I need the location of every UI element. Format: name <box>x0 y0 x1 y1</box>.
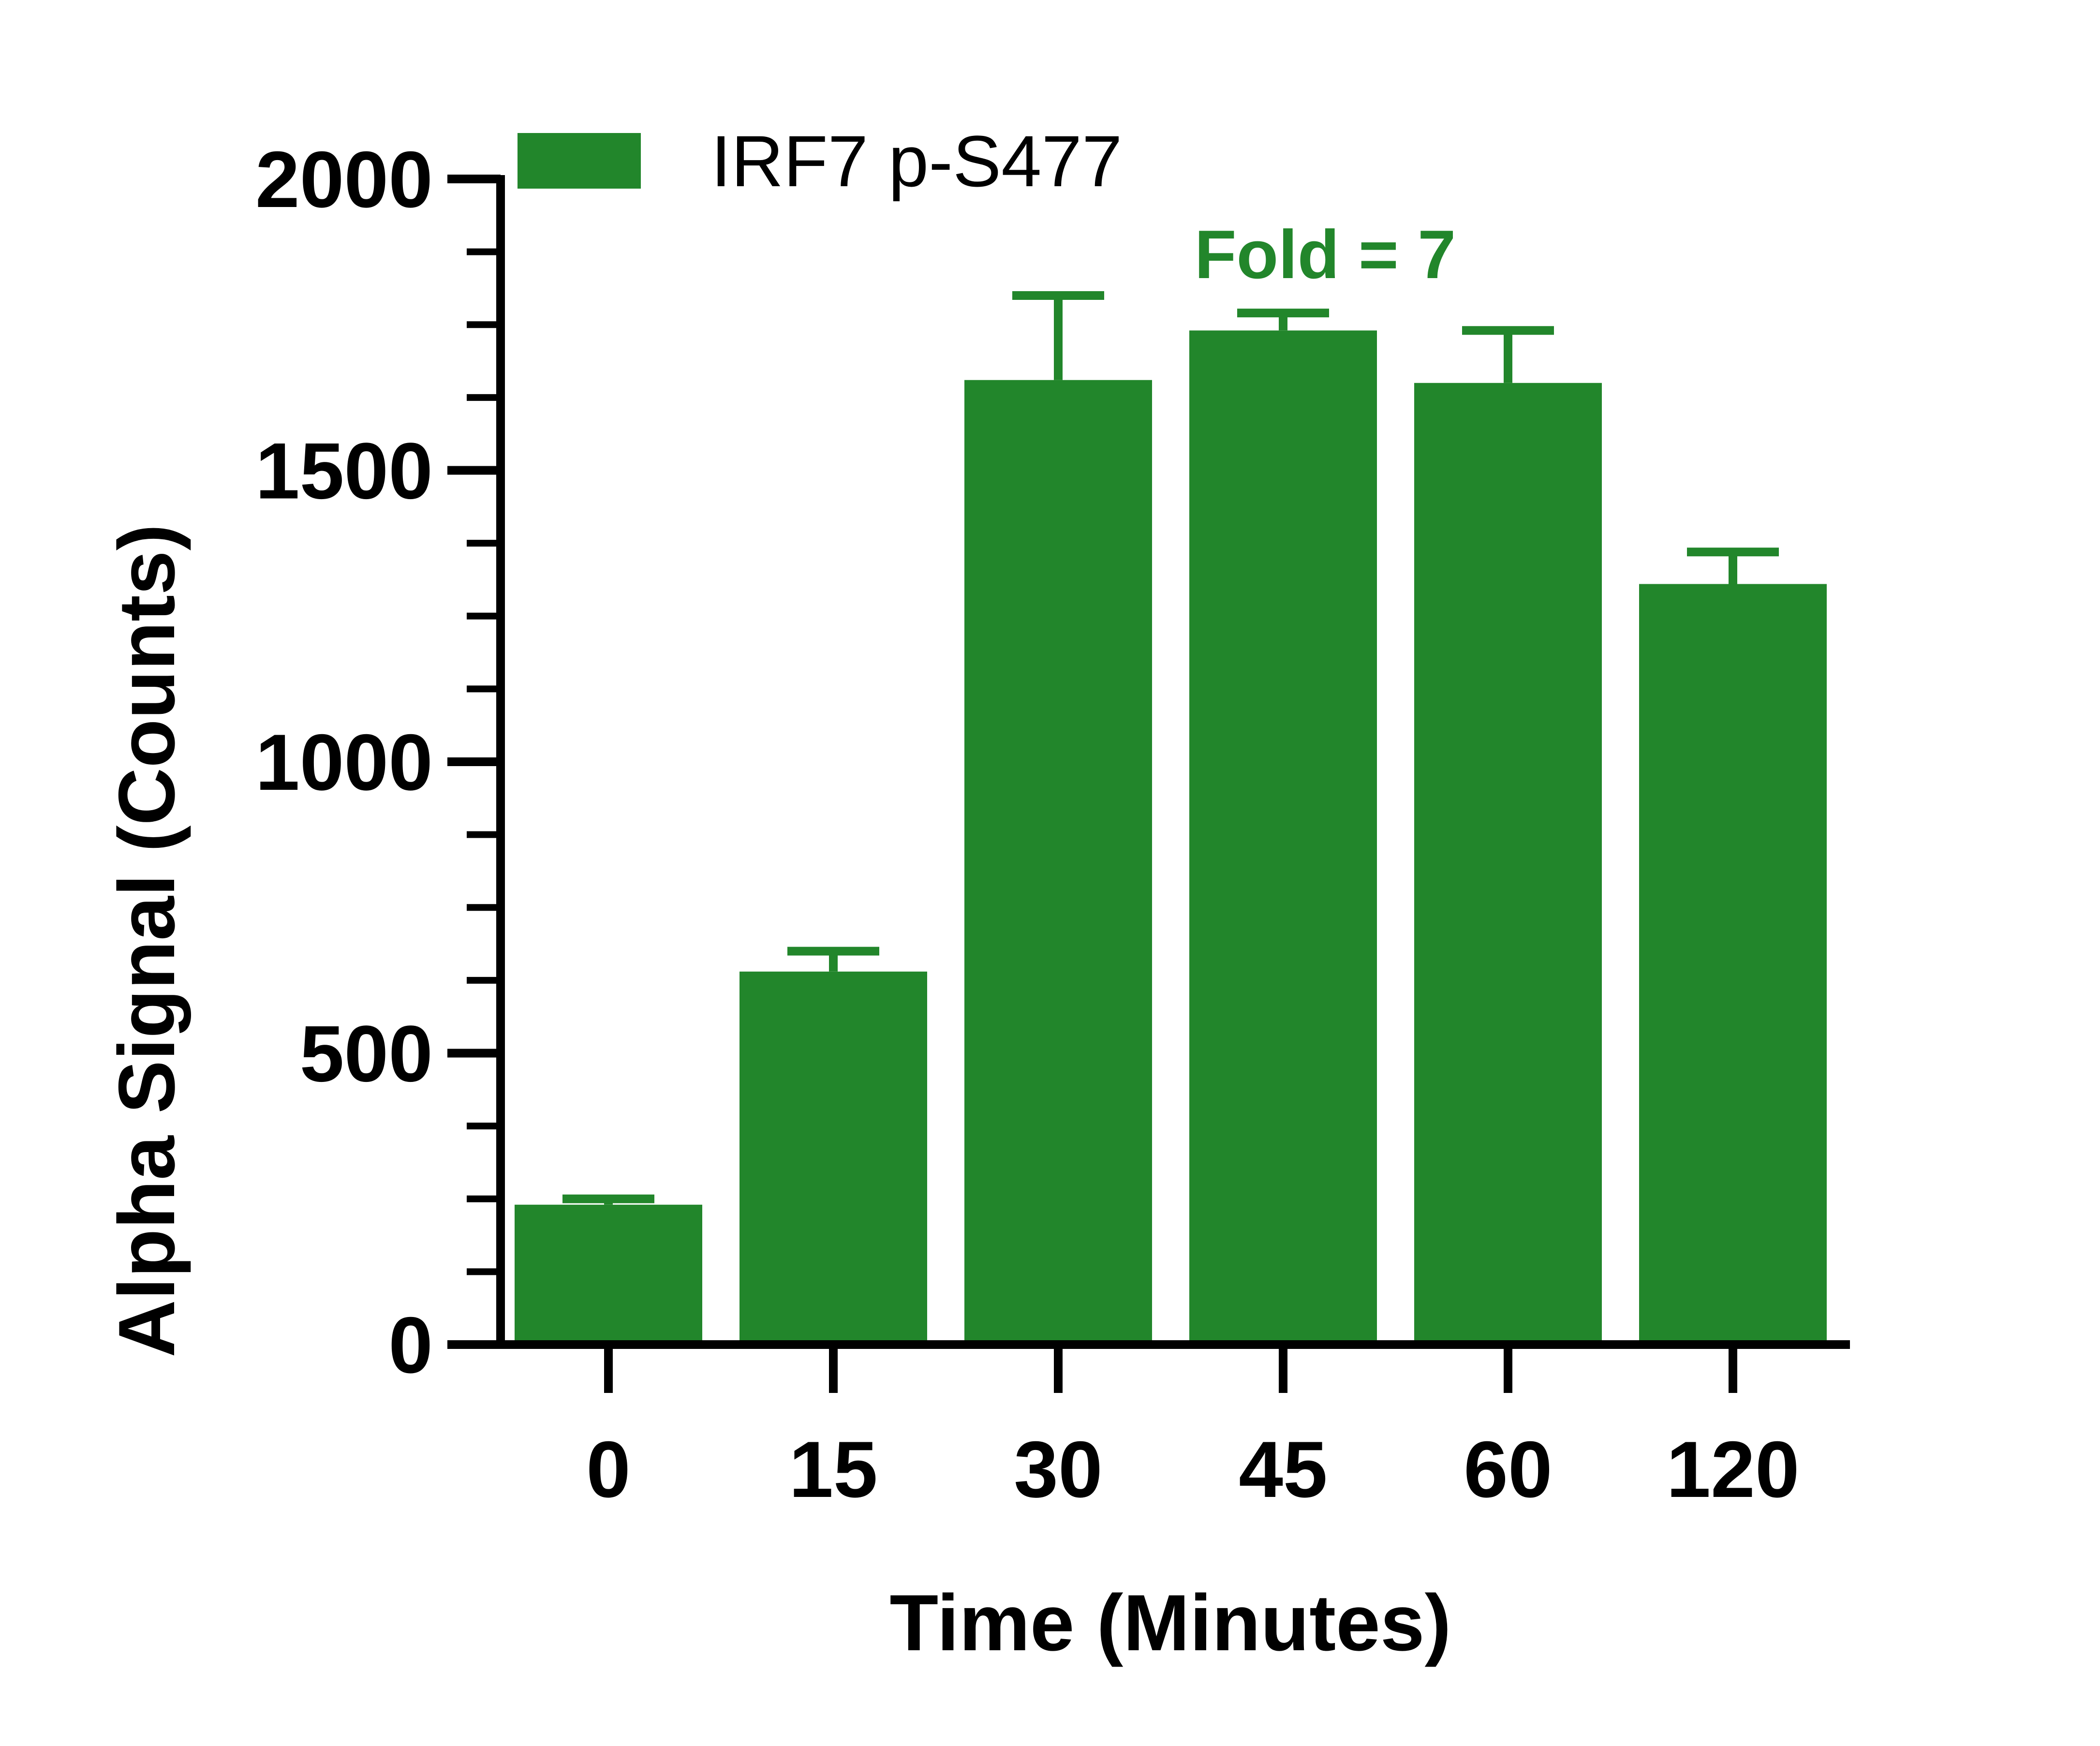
x-tick-label-30: 30 <box>1014 1425 1103 1514</box>
legend-swatch <box>518 133 641 189</box>
x-tick-label-15: 15 <box>789 1425 878 1514</box>
bar-30 <box>964 380 1152 1345</box>
y-tick-label-500: 500 <box>300 1009 433 1098</box>
fold-annotation: Fold = 7 <box>1195 216 1456 293</box>
bar-0 <box>515 1204 702 1345</box>
error-bars-layer <box>562 291 1779 1205</box>
bar-45 <box>1189 330 1377 1345</box>
x-tick-label-60: 60 <box>1464 1425 1553 1514</box>
y-tick-label-1000: 1000 <box>255 718 433 807</box>
x-tick-label-0: 0 <box>586 1425 631 1514</box>
bar-120 <box>1639 584 1827 1345</box>
x-tick-label-120: 120 <box>1666 1425 1799 1514</box>
x-axis-title: Time (Minutes) <box>889 1578 1451 1667</box>
bar-60 <box>1414 383 1602 1345</box>
y-axis-title: Alpha Signal (Counts) <box>102 524 191 1357</box>
y-tick-label-2000: 2000 <box>255 135 433 224</box>
y-tick-label-1500: 1500 <box>255 427 433 516</box>
labels-layer: 0 15 30 45 60 120 0 500 1000 1500 2000 <box>255 135 1800 1514</box>
bars-layer <box>515 330 1827 1345</box>
x-tick-label-45: 45 <box>1239 1425 1328 1514</box>
bar-15 <box>739 971 927 1345</box>
y-tick-label-0: 0 <box>388 1301 433 1390</box>
axes-layer <box>447 175 1850 1393</box>
legend-label: IRF7 p-S477 <box>711 120 1122 202</box>
